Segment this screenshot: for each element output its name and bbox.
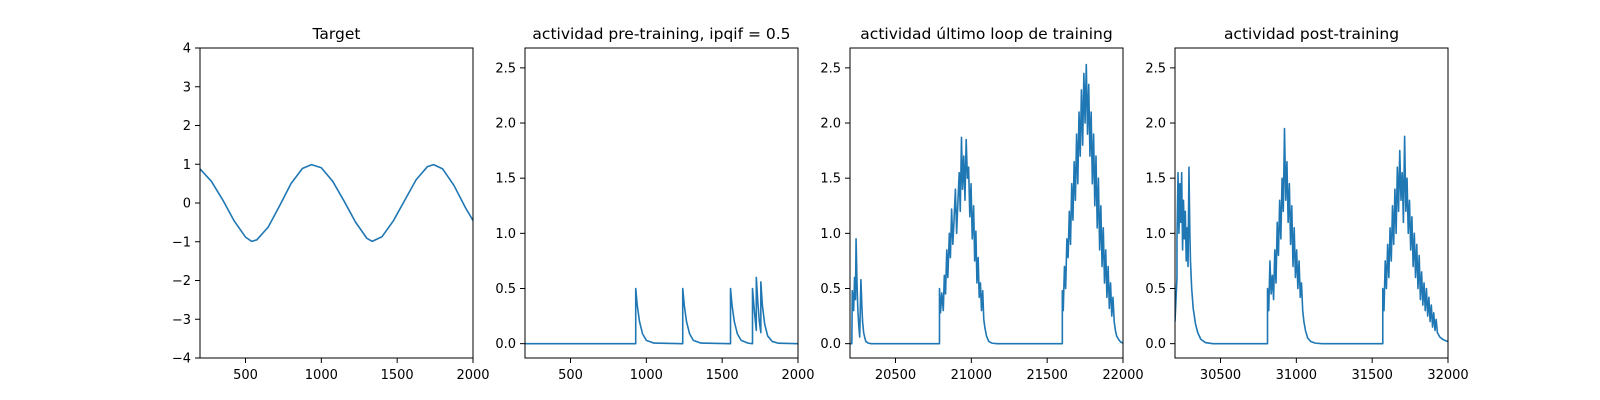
x-tick-label: 21000 (951, 368, 992, 383)
axes-frame (1174, 47, 1449, 359)
y-tick-label: 2.0 (820, 117, 841, 132)
x-tick-label: 2000 (456, 368, 489, 383)
y-tick-label: −2 (172, 274, 191, 289)
y-tick-label: −3 (172, 313, 191, 328)
y-tick-label: 1.5 (495, 172, 516, 187)
axes-frame (199, 47, 474, 359)
y-tick-label: 2.0 (495, 117, 516, 132)
series-line-1 (200, 163, 473, 243)
chart-title: Target (312, 25, 361, 43)
y-tick-label: 2.0 (1145, 117, 1166, 132)
y-tick-label: 2 (183, 119, 191, 134)
y-tick-label: 0.0 (495, 337, 516, 352)
x-tick-label: 22000 (1102, 368, 1143, 383)
y-tick-label: 1 (183, 158, 191, 173)
chart-panel-3: 20500 21000 21500 22000 0.0 0.5 1.0 1.5 2.0 2.5 ac… (820, 25, 1143, 383)
y-tick-label: 2.5 (495, 61, 516, 76)
y-tick-label: 0.5 (1145, 282, 1166, 297)
axes-frame (849, 47, 1124, 359)
y-tick-label: 0.5 (495, 282, 516, 297)
axes-frame (524, 47, 799, 359)
y-tick-label: −1 (172, 235, 191, 250)
chart-panel-2: 500 1000 1500 2000 0.0 0.5 1.0 1.5 2.0 2.5 activid… (495, 25, 814, 383)
x-tick-label: 1000 (305, 368, 338, 383)
y-tick-label: 1.5 (820, 172, 841, 187)
series-line-1 (850, 63, 1123, 345)
y-tick-label: 2.5 (820, 61, 841, 76)
chart-title: actividad pre-training, ipqif = 0.5 (532, 25, 790, 43)
x-tick-label: 1500 (706, 368, 739, 383)
y-tick-label: 3 (183, 80, 191, 95)
y-tick-label: −4 (172, 352, 191, 367)
x-tick-label: 31000 (1276, 368, 1317, 383)
x-tick-label: 32000 (1427, 368, 1468, 383)
chart-panel-4: 30500 31000 31500 32000 0.0 0.5 1.0 1.5 2.0 2.5 ac… (1145, 25, 1468, 383)
series-line-1 (1175, 127, 1448, 345)
x-tick-label: 500 (233, 368, 258, 383)
x-tick-label: 21500 (1026, 368, 1067, 383)
chart-panel-1: 500 1000 1500 2000 −4 −3 −2 −1 0 1 2 3 4 Target (172, 25, 490, 383)
series-line-1 (525, 276, 798, 345)
x-tick-label: 1500 (381, 368, 414, 383)
chart-title: actividad último loop de training (860, 25, 1112, 43)
x-tick-label: 1000 (630, 368, 663, 383)
y-tick-label: 1.0 (495, 227, 516, 242)
x-tick-label: 30500 (1200, 368, 1241, 383)
y-tick-label: 4 (183, 42, 191, 57)
x-tick-label: 500 (558, 368, 583, 383)
chart-title: actividad post-training (1224, 25, 1399, 43)
y-tick-label: 0.0 (820, 337, 841, 352)
y-tick-label: 0 (183, 197, 191, 212)
x-tick-label: 31500 (1351, 368, 1392, 383)
x-tick-label: 20500 (875, 368, 916, 383)
y-tick-label: 0.5 (820, 282, 841, 297)
x-tick-label: 2000 (781, 368, 814, 383)
y-tick-label: 1.0 (820, 227, 841, 242)
y-tick-label: 1.0 (1145, 227, 1166, 242)
y-tick-label: 0.0 (1145, 337, 1166, 352)
y-tick-label: 2.5 (1145, 61, 1166, 76)
y-tick-label: 1.5 (1145, 172, 1166, 187)
